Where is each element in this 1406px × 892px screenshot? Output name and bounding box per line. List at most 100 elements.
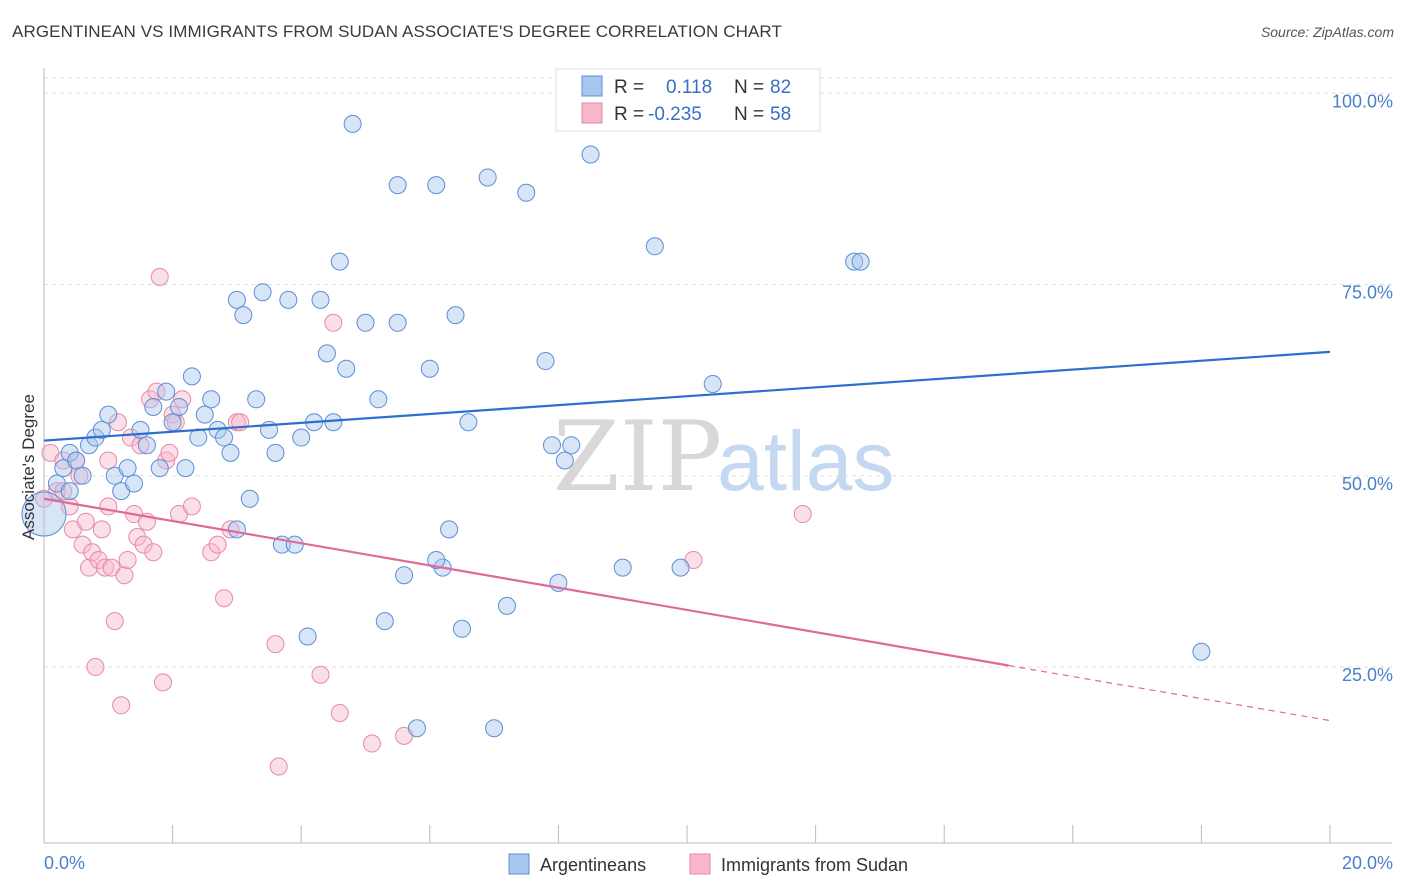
blue-point	[671, 558, 690, 577]
blue-point	[73, 466, 92, 485]
blue-point	[420, 359, 439, 378]
blue-point	[279, 290, 298, 309]
blue-point	[562, 436, 581, 455]
blue-point	[446, 306, 465, 325]
blue-point	[407, 719, 426, 738]
blue-point	[298, 627, 317, 646]
blue-point	[234, 306, 253, 325]
bottom-legend: Argentineans Immigrants from Sudan	[508, 853, 908, 875]
legend-swatch-blue	[581, 75, 603, 97]
blue-point	[581, 145, 600, 164]
pink-trend-line	[43, 497, 1009, 667]
pink-point	[105, 612, 124, 631]
pink-point	[83, 543, 102, 562]
bottom-legend-label: Immigrants from Sudan	[721, 855, 908, 875]
pink-point	[208, 535, 227, 554]
axes	[43, 68, 1392, 844]
chart-title: ARGENTINEAN VS IMMIGRANTS FROM SUDAN ASS…	[12, 22, 782, 41]
blue-point	[337, 359, 356, 378]
trend-lines	[43, 350, 1331, 722]
blue-point	[427, 176, 446, 195]
legend-r-label: R =	[614, 77, 644, 98]
blue-point	[60, 482, 79, 501]
pink-point	[160, 443, 179, 462]
pink-point	[153, 673, 172, 692]
pink-point	[134, 535, 153, 554]
blue-points	[21, 114, 1211, 738]
blue-point	[1192, 642, 1211, 661]
blue-point	[189, 428, 208, 447]
y-tick-label: 100.0%	[1332, 91, 1393, 111]
blue-point	[215, 428, 234, 447]
pink-point	[793, 505, 812, 524]
legend-swatch-pink	[581, 102, 603, 124]
pink-point	[54, 482, 73, 501]
legend-n-label: N =	[734, 77, 764, 98]
pink-point	[215, 589, 234, 608]
blue-point	[157, 382, 176, 401]
pink-point	[86, 658, 105, 677]
blue-point	[131, 420, 150, 439]
blue-point	[703, 375, 722, 393]
legend-r-value: 0.118	[666, 77, 712, 98]
blue-point	[163, 413, 182, 432]
pink-point	[330, 703, 349, 722]
blue-point	[253, 283, 272, 302]
blue-point	[613, 558, 632, 577]
pink-point	[147, 382, 166, 401]
blue-point	[285, 535, 304, 554]
blue-point	[150, 459, 169, 478]
x-tick-label: 20.0%	[1342, 853, 1393, 873]
pink-point	[115, 566, 134, 585]
blue-point	[176, 459, 195, 478]
blue-point	[144, 397, 163, 416]
blue-point	[170, 397, 189, 416]
pink-point	[99, 451, 118, 470]
y-tick-label: 75.0%	[1342, 283, 1393, 303]
pink-point	[131, 436, 150, 455]
tick-labels: 100.0% 75.0% 50.0% 25.0% 0.0% 20.0%	[44, 91, 1393, 873]
blue-point	[375, 612, 394, 631]
pink-point	[92, 520, 111, 539]
blue-point	[440, 520, 459, 539]
blue-point	[202, 390, 221, 409]
blue-point	[452, 619, 471, 638]
blue-point	[118, 459, 137, 478]
blue-point	[247, 390, 266, 409]
legend-r-label: R =	[614, 104, 644, 125]
pink-point	[76, 512, 95, 531]
pink-point	[266, 635, 285, 654]
pink-point	[182, 497, 201, 516]
grid	[44, 77, 1392, 668]
legend-n-label: N =	[734, 104, 764, 125]
pink-point	[269, 757, 288, 776]
blue-point	[125, 474, 144, 493]
blue-point	[195, 405, 214, 424]
blue-point	[227, 520, 246, 539]
blue-trend-line	[43, 350, 1331, 442]
blue-point	[324, 413, 343, 432]
blue-point	[536, 352, 555, 371]
watermark-atlas: atlas	[717, 414, 894, 508]
chart-source: Source: ZipAtlas.com	[1260, 24, 1394, 40]
blue-point	[343, 114, 362, 133]
blue-point	[845, 252, 864, 271]
blue-point	[60, 443, 79, 462]
watermark-zip: ZIP	[553, 401, 722, 513]
blue-point	[497, 596, 516, 615]
blue-point	[311, 290, 330, 309]
blue-point	[555, 451, 574, 470]
pink-point	[128, 528, 147, 546]
blue-point	[388, 176, 407, 195]
pink-point	[96, 558, 115, 577]
pink-point	[108, 413, 127, 432]
pink-point	[150, 267, 169, 286]
blue-point	[485, 719, 504, 738]
pink-point	[73, 535, 92, 554]
pink-point	[54, 451, 73, 470]
blue-point	[395, 566, 414, 585]
blue-point	[21, 491, 67, 537]
pink-point	[202, 543, 221, 562]
blue-point	[388, 313, 407, 332]
blue-point	[645, 237, 664, 256]
